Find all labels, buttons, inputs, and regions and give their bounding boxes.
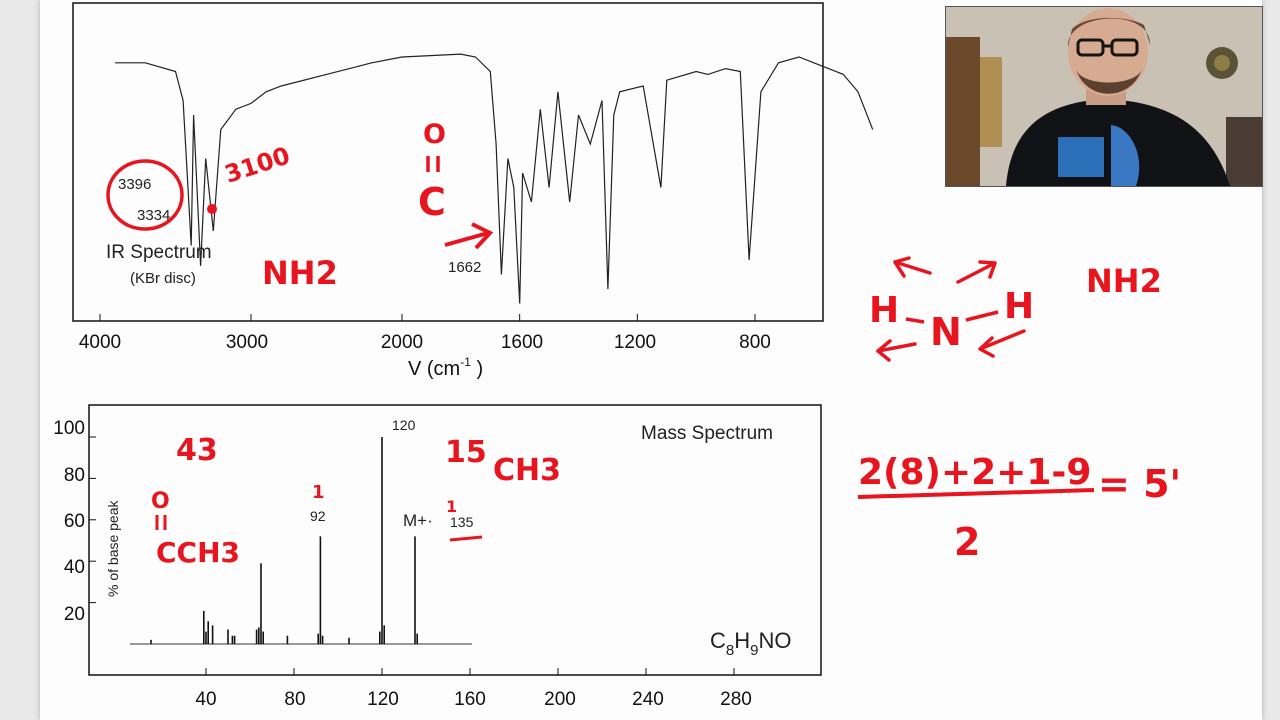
ms-ytick-40: 40: [64, 557, 85, 578]
fraction-bar: [857, 488, 1095, 499]
ms-xtick-280: 280: [720, 689, 752, 710]
ms-xtick-120: 120: [367, 689, 399, 710]
shirt-print-text: [1058, 137, 1104, 177]
ms-formula: C8H9NO: [710, 628, 791, 659]
note-carbonyl-o: O: [423, 119, 446, 150]
ms-title: Mass Spectrum: [641, 423, 773, 444]
webcam-frame-picture: [946, 7, 1262, 186]
note-amine-h-left: H: [869, 290, 899, 331]
circle-nh-peaks: [106, 159, 184, 231]
note-ms-43: 43: [176, 433, 218, 468]
arrow-up-left: [893, 256, 932, 278]
ms-y-axis-label: % of base peak: [105, 499, 121, 597]
ms-peak-label-92: 92: [310, 508, 326, 524]
note-amine-h-right: H: [1004, 286, 1034, 327]
ms-y-ticks: [89, 436, 96, 604]
note-ms-ch3: CH3: [493, 453, 561, 488]
note-ir-nh2: NH2: [262, 254, 338, 292]
ir-plot-frame: [72, 2, 824, 322]
amine-sketch: H N H NH2: [869, 256, 1162, 362]
ms-annotations: 43 15 CH3 O CCH3 1 1: [151, 433, 561, 569]
arrow-to-1662-shaft: [444, 231, 489, 247]
ir-x-tick-labels: 4000 3000 2000 1600 1200 800: [79, 332, 771, 353]
ir-tick-4000: 4000: [79, 332, 121, 353]
arrow-down-left: [876, 339, 917, 362]
formula-numerator: 2(8)+2+1-9: [858, 452, 1091, 493]
ir-tick-1200: 1200: [614, 332, 656, 353]
formula-result: = 5': [1098, 462, 1181, 506]
ms-peak-label-120: 120: [392, 417, 416, 433]
note-ms-o: O: [151, 489, 170, 514]
ir-spectrum-chart: 4000 3000 2000 1600 1200 800 V (cm-1 ) I…: [72, 2, 874, 380]
note-ms-cch3: CCH3: [156, 536, 240, 569]
bookshelf: [980, 57, 1002, 147]
ms-xtick-80: 80: [284, 689, 305, 710]
mass-spectrum-chart: 100 80 60 40 20 40 80 120 160 200 240 28…: [53, 404, 822, 710]
note-ms-15: 15: [445, 435, 487, 470]
arrow-up-right: [956, 260, 997, 284]
person-beard: [1076, 69, 1142, 94]
ms-xtick-200: 200: [544, 689, 576, 710]
ms-ytick-60: 60: [64, 511, 85, 532]
ir-series-line: [115, 53, 874, 304]
ms-xtick-40: 40: [195, 689, 216, 710]
ms-plot-frame: [88, 404, 822, 676]
ir-x-ticks: [99, 314, 756, 321]
ms-peak-label-135: 135: [450, 514, 474, 530]
ms-y-tick-labels: 100 80 60 40 20: [53, 418, 85, 625]
ir-title: IR Spectrum: [106, 242, 212, 263]
ms-ytick-100: 100: [53, 418, 85, 439]
ir-subtitle: (KBr disc): [130, 270, 196, 287]
ms-xtick-160: 160: [454, 689, 486, 710]
shirt-print-graphic: [1111, 125, 1140, 186]
ir-peak-label-1662: 1662: [448, 259, 481, 276]
formula-denominator: 2: [954, 520, 980, 564]
worksheet-drawing: 4000 3000 2000 1600 1200 800 V (cm-1 ) I…: [53, 2, 1181, 710]
ir-tick-2000: 2000: [381, 332, 423, 353]
ms-ytick-20: 20: [64, 604, 85, 625]
bottles: [1226, 117, 1262, 186]
bond-n-h-right: [965, 310, 999, 322]
ir-annotations: 3100 NH2 O C: [106, 119, 494, 292]
ms-molecular-ion-label: M+·: [403, 511, 433, 530]
note-3100: 3100: [221, 141, 293, 188]
wall-clock-face: [1214, 55, 1230, 71]
ms-bars: [150, 437, 419, 644]
ir-x-axis-label: V (cm-1 ): [408, 355, 483, 380]
stretch-arrows: [876, 256, 1026, 362]
webcam-video-feed: [945, 6, 1263, 187]
note-carbonyl-c: C: [418, 180, 446, 224]
ms-xtick-240: 240: [632, 689, 664, 710]
dot-3100-peak: [207, 204, 217, 214]
ir-tick-1600: 1600: [501, 332, 543, 353]
person-face: [1068, 8, 1148, 96]
ms-ytick-80: 80: [64, 465, 85, 486]
ir-peak-label-3396: 3396: [118, 176, 151, 193]
ir-tick-3000: 3000: [226, 332, 268, 353]
ir-peak-label-3334: 3334: [137, 207, 170, 224]
unsaturation-formula: 2(8)+2+1-9 = 5' 2: [857, 452, 1181, 564]
arrow-to-1662-head: [471, 222, 494, 250]
doorway: [946, 37, 980, 186]
bond-h-n-left: [905, 317, 925, 324]
arrow-down-right: [978, 329, 1026, 358]
ms-x-ticks: [205, 668, 735, 675]
note-amine-n: N: [930, 310, 962, 354]
ms-x-tick-labels: 40 80 120 160 200 240 280: [195, 689, 751, 710]
underline-135: [449, 535, 483, 542]
note-ms-tick-92: 1: [312, 482, 325, 503]
note-ms-tick-135: 1: [446, 497, 457, 516]
ir-tick-800: 800: [739, 332, 771, 353]
note-amine-nh2: NH2: [1086, 262, 1162, 300]
